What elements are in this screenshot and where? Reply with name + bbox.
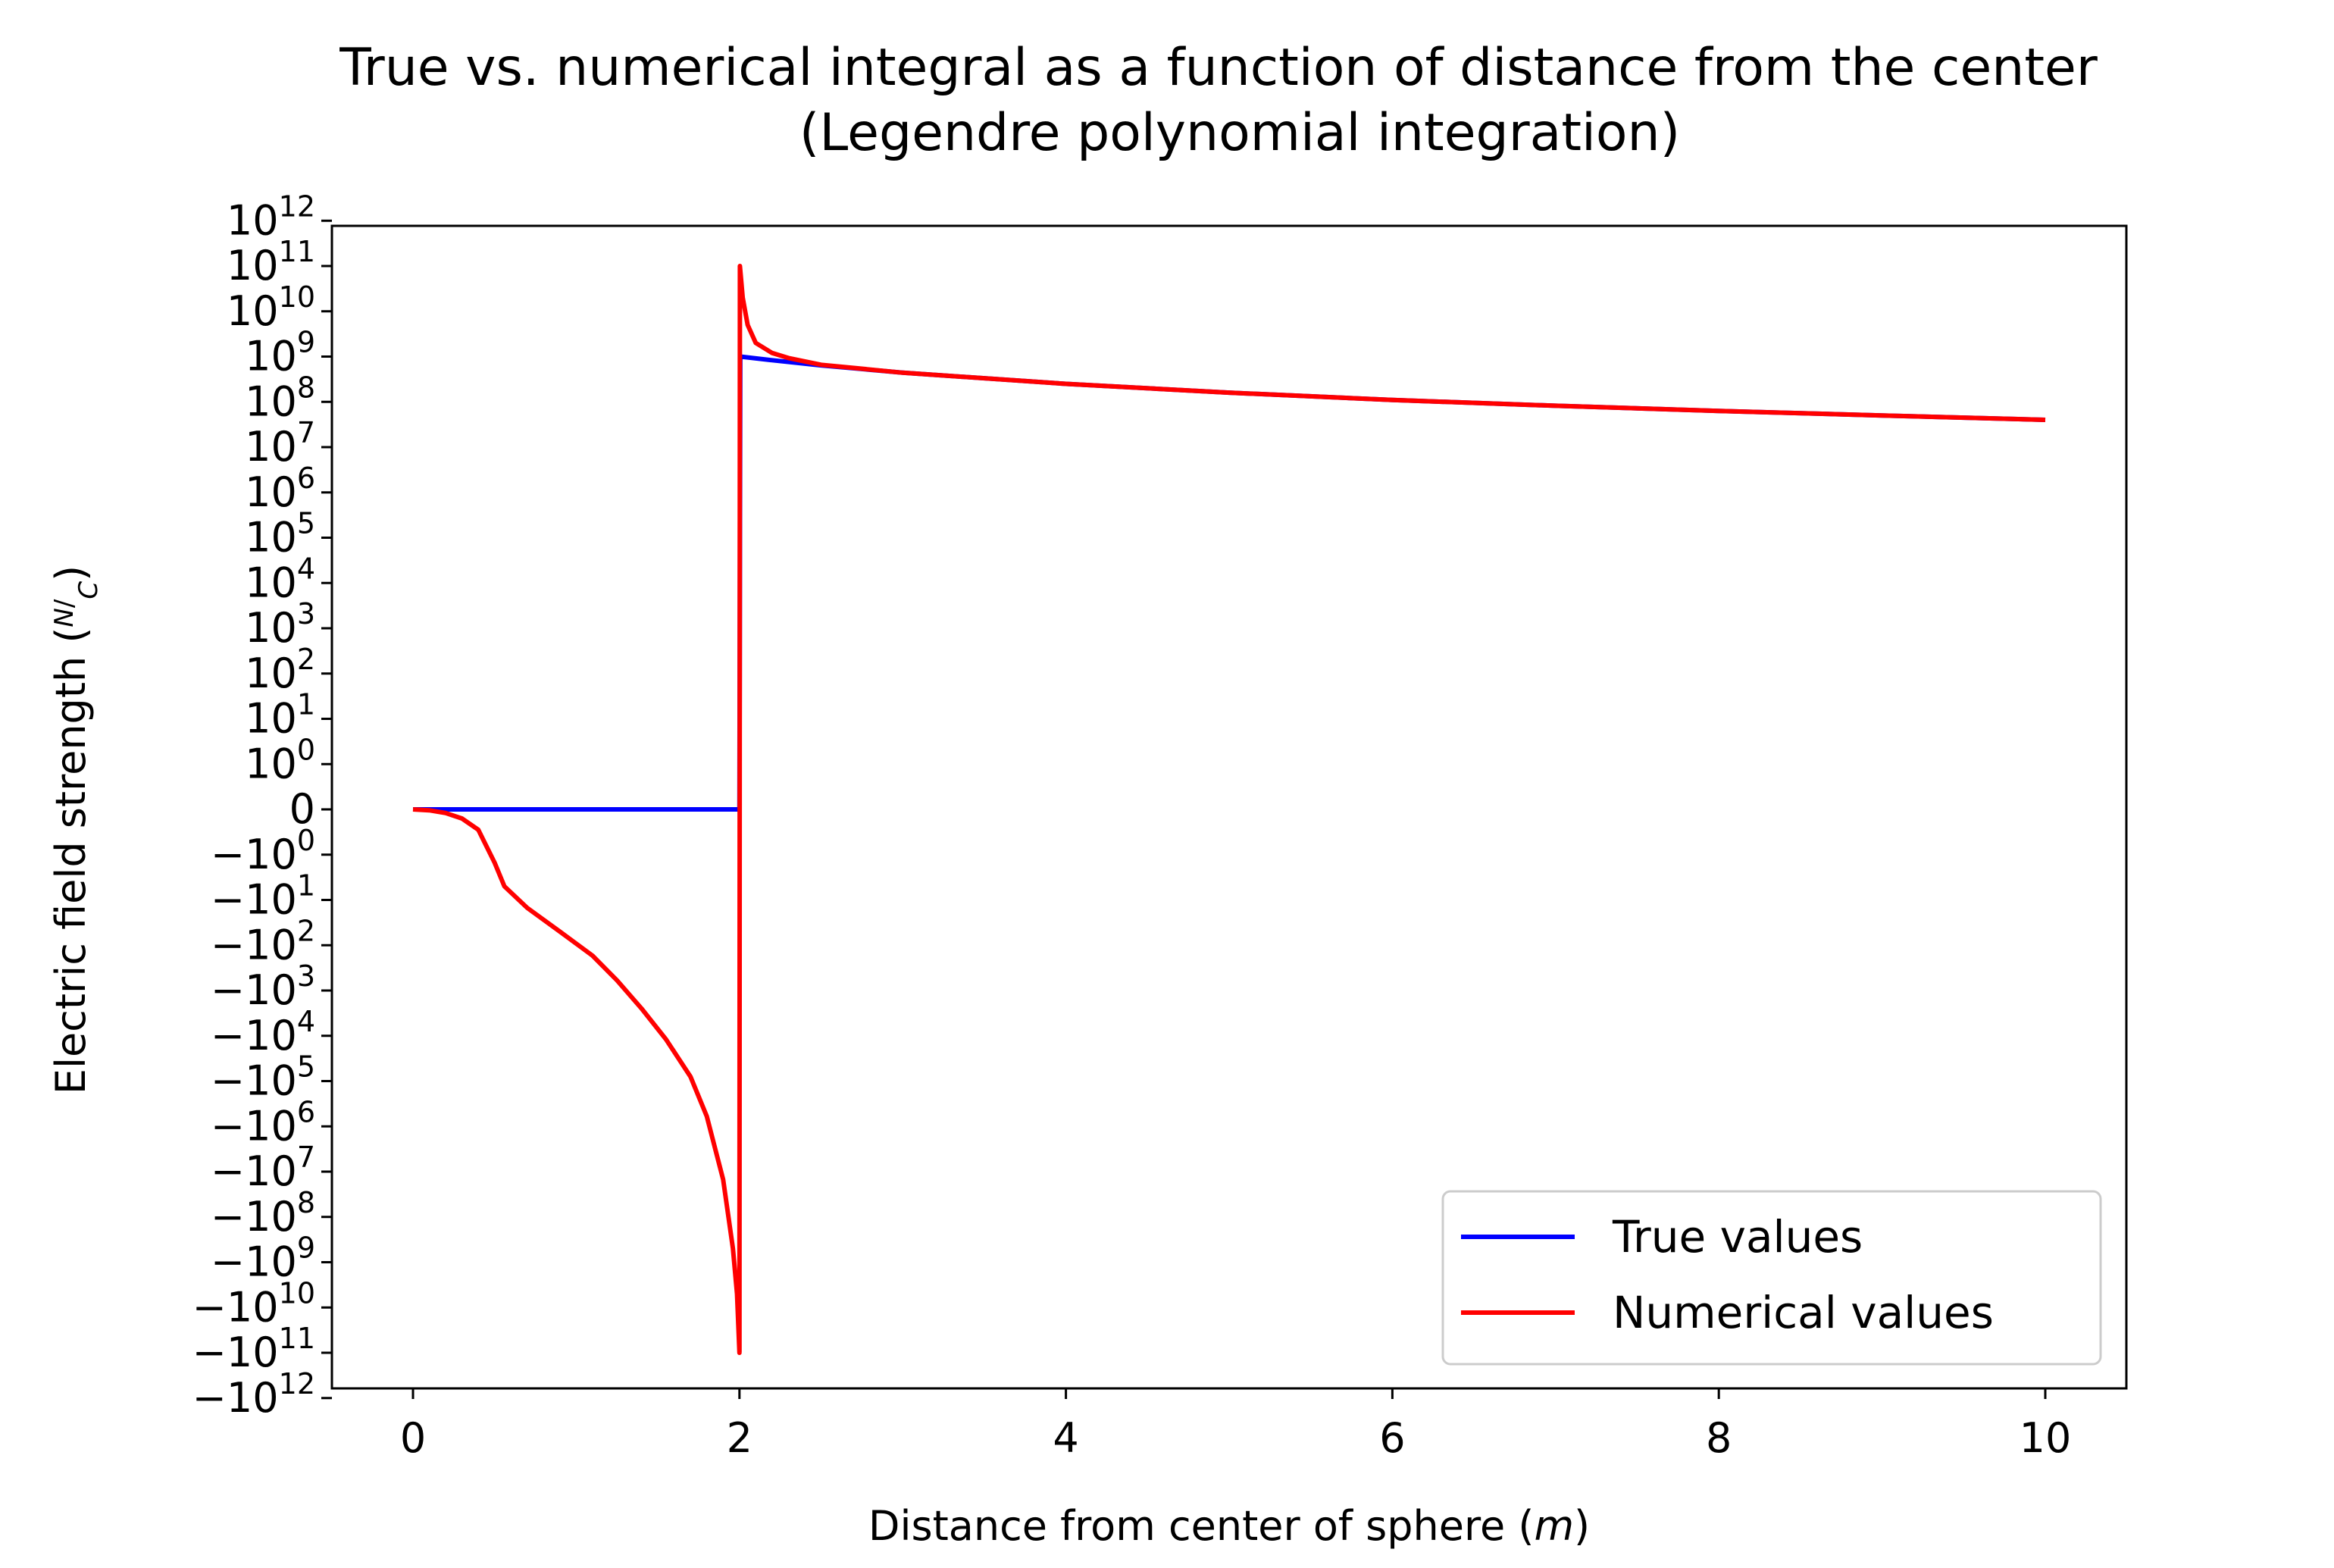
y-tick-label: 1012 [227,189,315,244]
y-tick-label: 0 [289,785,315,833]
x-axis: 0 2 4 6 8 10 [400,1388,2072,1462]
x-tick-label: 0 [400,1414,426,1462]
x-axis-label: Distance from center of sphere (m) [868,1502,1590,1550]
x-tick-label: 6 [1379,1414,1405,1462]
y-axis: −1012−1011−1010−109−108−107−106−105−104−… [192,189,332,1422]
y-tick-label: −1012 [192,1367,315,1422]
legend-label-numerical: Numerical values [1613,1287,1994,1338]
y-tick-label: 101 [245,688,315,743]
y-tick-label: −109 [211,1232,315,1286]
y-tick-label: −104 [211,1005,315,1059]
y-tick-label: 104 [245,552,315,606]
y-tick-label: −105 [211,1050,315,1105]
y-tick-label: 108 [245,371,315,425]
x-tick-label: 8 [1706,1414,1732,1462]
x-tick-label: 4 [1053,1414,1078,1462]
y-tick-label: 107 [245,416,315,471]
y-tick-label: −101 [211,869,315,924]
y-tick-label: 105 [245,507,315,562]
legend: True values Numerical values [1441,1190,2102,1366]
y-axis-label: Electric field strength (N/C) [47,565,104,1094]
chart-subtitle: (Legendre polynomial integration) [799,103,1680,163]
y-tick-label: 103 [245,597,315,652]
series-layer [412,264,2046,1355]
y-tick-label: −1011 [192,1322,315,1376]
x-tick-label: 10 [2020,1414,2072,1462]
series-line-numerical-values [412,264,2046,1355]
y-tick-label: −108 [211,1186,315,1241]
legend-label-true: True values [1612,1211,1863,1263]
y-tick-label: −102 [211,914,315,969]
y-tick-label: −100 [211,824,315,878]
plot-frame [330,224,2128,1390]
legend-box [1441,1190,2102,1366]
y-tick-label: −107 [211,1141,315,1195]
y-tick-label: −1010 [192,1276,315,1331]
x-tick-label: 2 [727,1414,752,1462]
y-tick-label: 106 [245,462,315,516]
y-tick-label: −106 [211,1095,315,1150]
chart-title: True vs. numerical integral as a functio… [339,38,2098,98]
y-tick-label: 109 [245,326,315,380]
y-tick-label: 1010 [227,280,315,335]
y-tick-label: 102 [245,643,315,697]
y-tick-label: 1011 [227,235,315,290]
y-tick-label: −103 [211,959,315,1014]
y-tick-label: 100 [245,733,315,787]
